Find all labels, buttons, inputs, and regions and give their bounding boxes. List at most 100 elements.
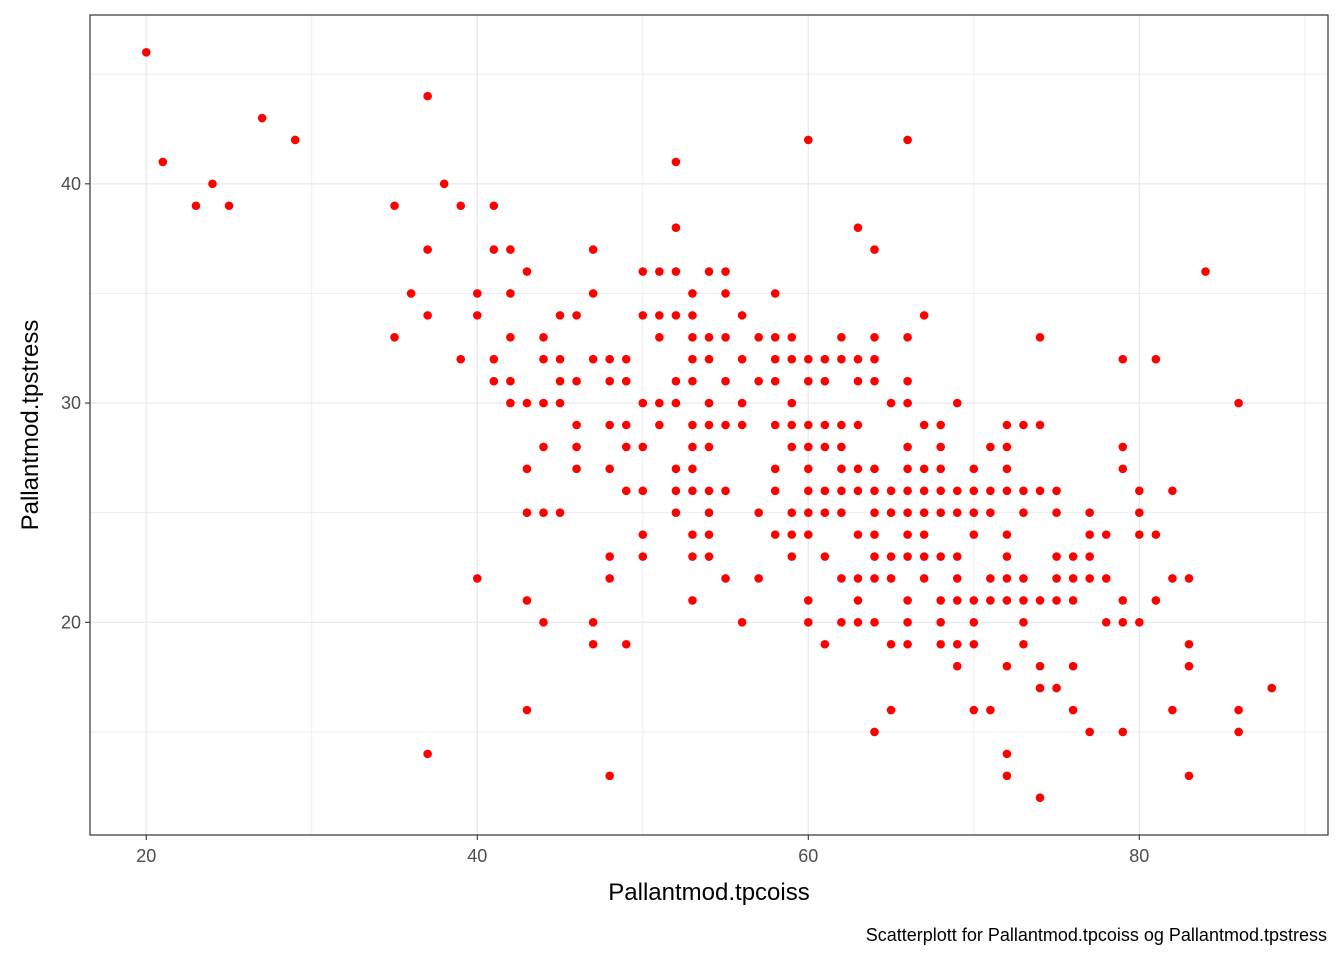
data-point	[721, 486, 730, 496]
data-point	[638, 398, 648, 408]
data-point	[1002, 552, 1012, 561]
data-point	[688, 420, 697, 430]
data-point	[555, 398, 565, 408]
data-point	[688, 486, 697, 496]
data-point	[853, 574, 863, 583]
data-point	[804, 508, 813, 518]
data-point	[886, 508, 896, 518]
data-point	[539, 442, 548, 452]
data-point	[704, 398, 714, 408]
data-point	[506, 398, 515, 408]
data-point	[671, 398, 681, 408]
data-point	[522, 705, 532, 715]
data-point	[506, 289, 515, 298]
data-point	[770, 376, 780, 386]
data-point	[688, 596, 697, 605]
data-point	[919, 420, 929, 430]
data-point	[655, 332, 664, 342]
data-point	[522, 464, 532, 474]
data-point	[986, 442, 995, 452]
data-point	[770, 332, 780, 342]
data-point	[704, 552, 714, 561]
data-point	[506, 332, 515, 342]
data-point	[903, 552, 912, 561]
data-point	[903, 398, 912, 408]
data-point	[555, 376, 565, 386]
data-point	[986, 596, 995, 605]
data-point	[588, 354, 598, 364]
data-point	[886, 574, 896, 583]
data-point	[721, 420, 730, 430]
data-point	[870, 574, 879, 583]
data-point	[837, 486, 846, 496]
data-point	[770, 464, 780, 474]
data-point	[1019, 486, 1028, 496]
data-point	[621, 354, 631, 364]
data-point	[1052, 552, 1061, 561]
data-point	[804, 442, 813, 452]
x-axis-ticks: 20 40 60 80	[136, 835, 1149, 866]
x-axis-title: Pallantmod.tpcoiss	[608, 879, 809, 906]
data-point	[919, 486, 929, 496]
data-point	[820, 376, 830, 386]
data-point	[406, 289, 416, 298]
data-point	[820, 552, 830, 561]
chart-caption: Scatterplott for Pallantmod.tpcoiss og P…	[866, 925, 1327, 945]
data-point	[837, 508, 846, 518]
data-point	[870, 618, 879, 627]
data-point	[655, 267, 664, 276]
data-point	[853, 354, 863, 364]
data-point	[1135, 530, 1144, 539]
data-point	[952, 574, 962, 583]
data-point	[456, 201, 466, 211]
data-point	[969, 464, 979, 474]
data-point	[1234, 727, 1243, 737]
data-point	[737, 354, 747, 364]
data-point	[1068, 661, 1078, 671]
data-point	[472, 289, 482, 298]
data-point	[969, 486, 979, 496]
data-point	[853, 530, 863, 539]
data-points	[141, 47, 1277, 803]
data-point	[621, 486, 631, 496]
data-point	[837, 420, 846, 430]
data-point	[787, 442, 797, 452]
data-point	[1234, 705, 1243, 715]
data-point	[952, 639, 962, 649]
data-point	[870, 464, 879, 474]
data-point	[572, 442, 581, 452]
data-point	[506, 245, 515, 254]
data-point	[191, 201, 201, 211]
data-point	[969, 705, 979, 715]
data-point	[903, 530, 912, 539]
data-point	[952, 398, 962, 408]
data-point	[522, 596, 532, 605]
data-point	[605, 464, 614, 474]
plot-border	[89, 14, 1329, 836]
data-point	[1052, 596, 1061, 605]
data-point	[903, 464, 912, 474]
data-point	[1118, 464, 1128, 474]
data-point	[754, 332, 763, 342]
data-point	[1135, 486, 1144, 496]
data-point	[837, 464, 846, 474]
data-point	[1052, 486, 1061, 496]
data-point	[903, 486, 912, 496]
data-point	[688, 376, 697, 386]
data-point	[1002, 596, 1012, 605]
data-point	[489, 376, 499, 386]
data-point	[472, 311, 482, 320]
data-point	[423, 91, 432, 101]
data-point	[1184, 639, 1194, 649]
data-point	[853, 223, 863, 232]
data-point	[1019, 618, 1028, 627]
data-point	[737, 398, 747, 408]
data-point	[754, 574, 763, 583]
data-point	[886, 705, 896, 715]
data-point	[539, 332, 548, 342]
data-point	[704, 486, 714, 496]
data-point	[655, 398, 664, 408]
data-point	[423, 311, 432, 320]
data-point	[770, 486, 780, 496]
data-point	[870, 486, 879, 496]
